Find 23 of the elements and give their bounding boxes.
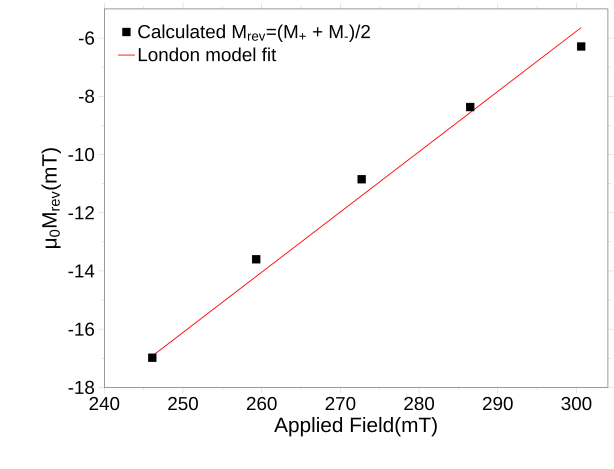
point (466, 102, 474, 112)
point (577, 42, 586, 51)
point (148, 354, 156, 362)
x-tick-label: 290 (483, 396, 513, 410)
x-tick-label: 300 (561, 396, 592, 410)
y-tick-label: -18 (68, 380, 94, 394)
x-tick-label: 250 (168, 396, 198, 410)
y-tick-label: -10 (68, 148, 94, 162)
y-tick-label: -14 (68, 264, 94, 278)
y-tick-label: -8 (78, 90, 94, 103)
legend-label: Calculated M$_{rev}$=(M$_{+}$ + M$_{-}$)/2 (138, 24, 370, 42)
x-tick-label: 270 (326, 396, 356, 410)
y-tick-label: -16 (68, 322, 94, 336)
point (357, 175, 366, 184)
x-tick-label: 260 (246, 396, 277, 410)
legend-label: London model fit (138, 48, 276, 62)
y-axis-title: μ$_{0}$M$_{rev}$(mT) (42, 148, 61, 248)
x-axis-title: Applied Field(mT) (274, 417, 437, 436)
y-tick-label: -12 (68, 206, 94, 220)
y-tick-label: -6 (78, 31, 94, 45)
x-tick-label: 280 (404, 396, 434, 410)
x-tick-label: 240 (90, 396, 120, 410)
point (252, 255, 260, 264)
